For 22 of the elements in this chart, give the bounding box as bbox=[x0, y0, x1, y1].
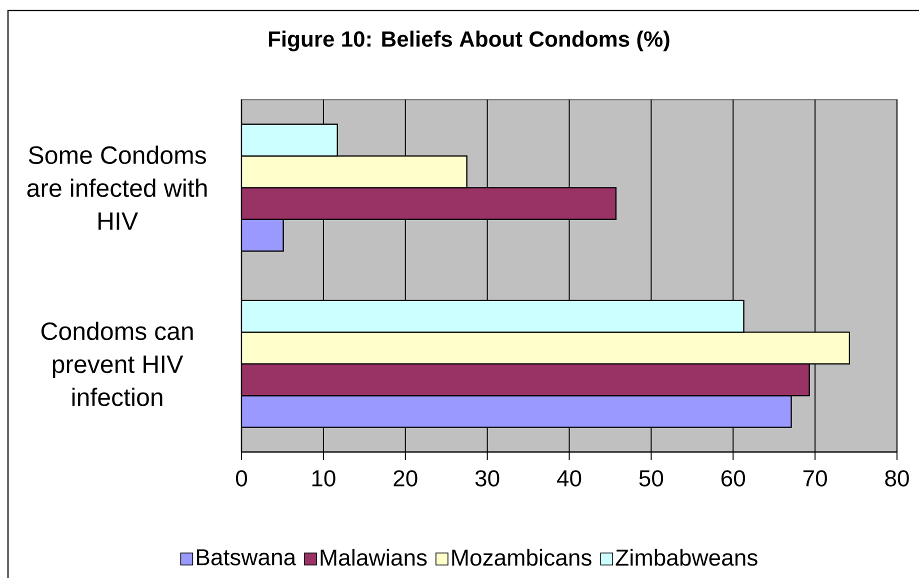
bar bbox=[242, 124, 338, 157]
legend-label: Zimbabweans bbox=[616, 548, 758, 566]
x-tick-label: 0 bbox=[236, 470, 248, 486]
x-tick-label: 80 bbox=[885, 470, 909, 486]
x-tick-label: 10 bbox=[312, 470, 336, 486]
x-tick-label: 30 bbox=[475, 470, 500, 486]
bar bbox=[242, 395, 792, 428]
bar bbox=[242, 300, 744, 333]
legend-label: Malawians bbox=[320, 548, 427, 566]
y-tick-label: Some Condoms are infected with HIV bbox=[27, 146, 207, 230]
chart-title: Figure 10: Beliefs About Condoms (%) bbox=[268, 30, 670, 52]
bar bbox=[242, 218, 284, 252]
x-tick-label: 40 bbox=[556, 470, 582, 486]
x-tick-label: 60 bbox=[721, 470, 746, 486]
bar bbox=[242, 155, 468, 188]
x-tick-label: 70 bbox=[803, 470, 827, 486]
x-tick-label: 50 bbox=[639, 470, 664, 486]
legend-label: Batswana bbox=[196, 549, 296, 566]
bar bbox=[242, 332, 850, 364]
y-tick-label: Condoms can prevent HIV infection bbox=[41, 322, 193, 406]
x-tick-label: 20 bbox=[394, 470, 418, 486]
legend-label: Mozambicans bbox=[452, 548, 592, 566]
